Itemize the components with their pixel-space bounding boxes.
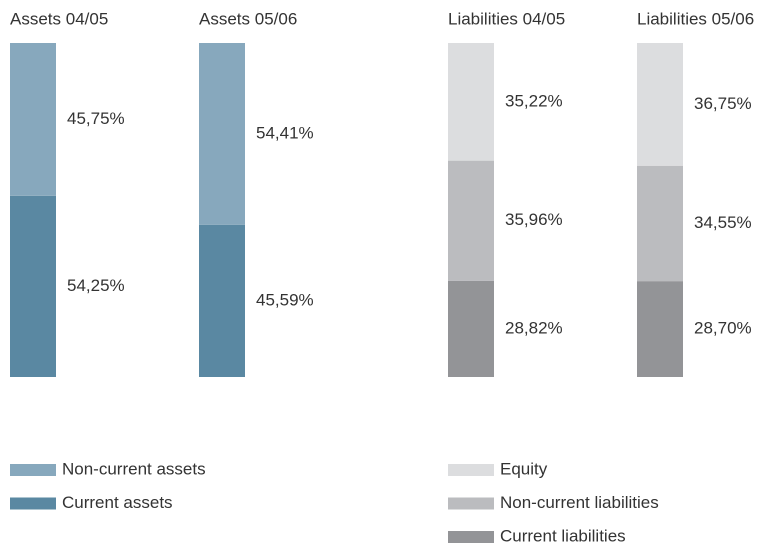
legend-swatch — [10, 497, 56, 510]
value-label: 35,22% — [505, 91, 563, 110]
bar-title: Liabilities 04/05 — [448, 9, 565, 28]
legend-label: Current assets — [62, 493, 173, 512]
value-label: 28,82% — [505, 318, 563, 337]
value-label: 35,96% — [505, 210, 563, 229]
value-label: 54,41% — [256, 123, 314, 142]
bar-segment — [637, 165, 683, 282]
value-label: 36,75% — [694, 94, 752, 113]
legend-label: Current liabilities — [500, 526, 626, 545]
legend-swatch — [448, 464, 494, 476]
legend-label: Non-current assets — [62, 459, 206, 478]
bar-segment — [10, 195, 56, 377]
legend-label: Non-current liabilities — [500, 493, 659, 512]
value-label: 45,75% — [67, 109, 125, 128]
bar-segment — [637, 281, 683, 377]
bar-segment — [448, 160, 494, 281]
value-label: 28,70% — [694, 319, 752, 338]
legend-swatch — [448, 531, 494, 543]
bar-segment — [10, 43, 56, 196]
bar-segment — [199, 43, 245, 225]
bar-title: Assets 04/05 — [10, 9, 108, 28]
bar-segment — [448, 280, 494, 377]
legend-label: Equity — [500, 459, 548, 478]
value-label: 45,59% — [256, 290, 314, 309]
bar-segment — [199, 224, 245, 377]
value-label: 54,25% — [67, 276, 125, 295]
bar-segment — [637, 43, 683, 166]
value-label: 34,55% — [694, 213, 752, 232]
legend-swatch — [10, 464, 56, 476]
bar-title: Assets 05/06 — [199, 9, 297, 28]
bar-title: Liabilities 05/06 — [637, 9, 754, 28]
bar-segment — [448, 43, 494, 161]
legend-swatch — [448, 497, 494, 510]
